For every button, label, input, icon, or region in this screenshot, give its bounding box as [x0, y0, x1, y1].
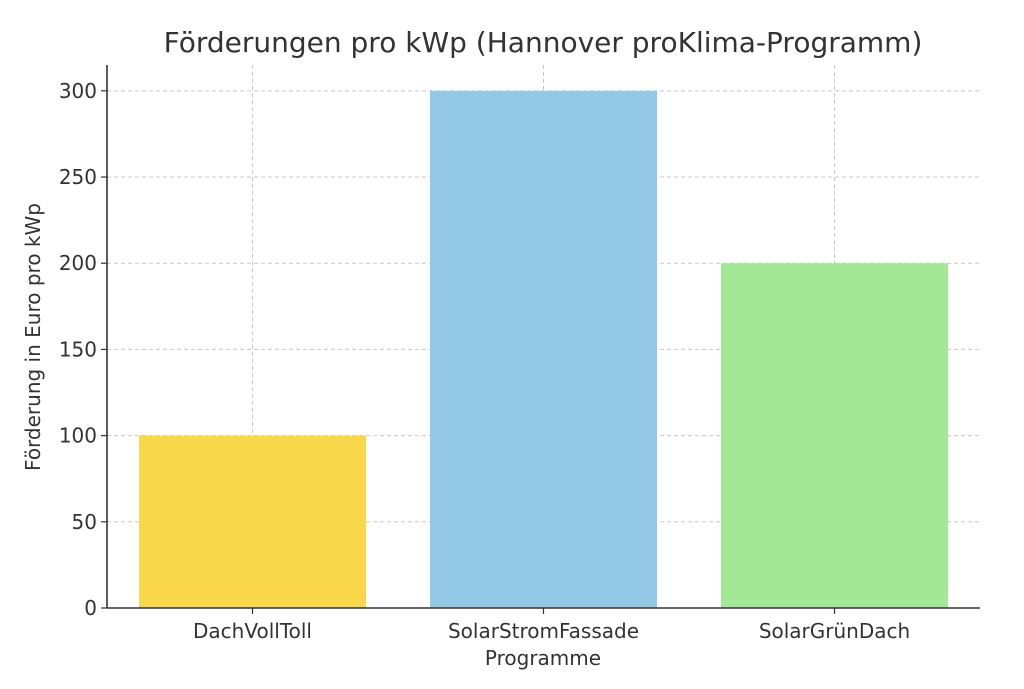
y-axis-label: Förderung in Euro pro kWp	[21, 203, 45, 471]
y-tick-label: 50	[72, 510, 97, 534]
bars	[139, 90, 948, 609]
y-tick-label: 150	[59, 337, 97, 361]
x-axis-label: Programme	[485, 646, 601, 670]
ticks: 0 50 100 150 200 250 300 DachVollToll SolarStrom…	[59, 79, 910, 643]
y-tick-label: 200	[59, 251, 97, 275]
x-tick-label: DachVollToll	[193, 619, 312, 643]
y-tick-label: 250	[59, 165, 97, 189]
y-tick-label: 300	[59, 79, 97, 103]
x-tick-label: SolarStromFassade	[448, 619, 639, 643]
bar	[430, 90, 657, 609]
bar	[139, 435, 366, 608]
chart-title: Förderungen pro kWp (Hannover proKlima-P…	[164, 26, 923, 59]
y-tick-label: 100	[59, 424, 97, 448]
bar	[721, 263, 948, 608]
x-tick-label: SolarGrünDach	[759, 619, 910, 643]
y-tick-label: 0	[84, 596, 97, 620]
